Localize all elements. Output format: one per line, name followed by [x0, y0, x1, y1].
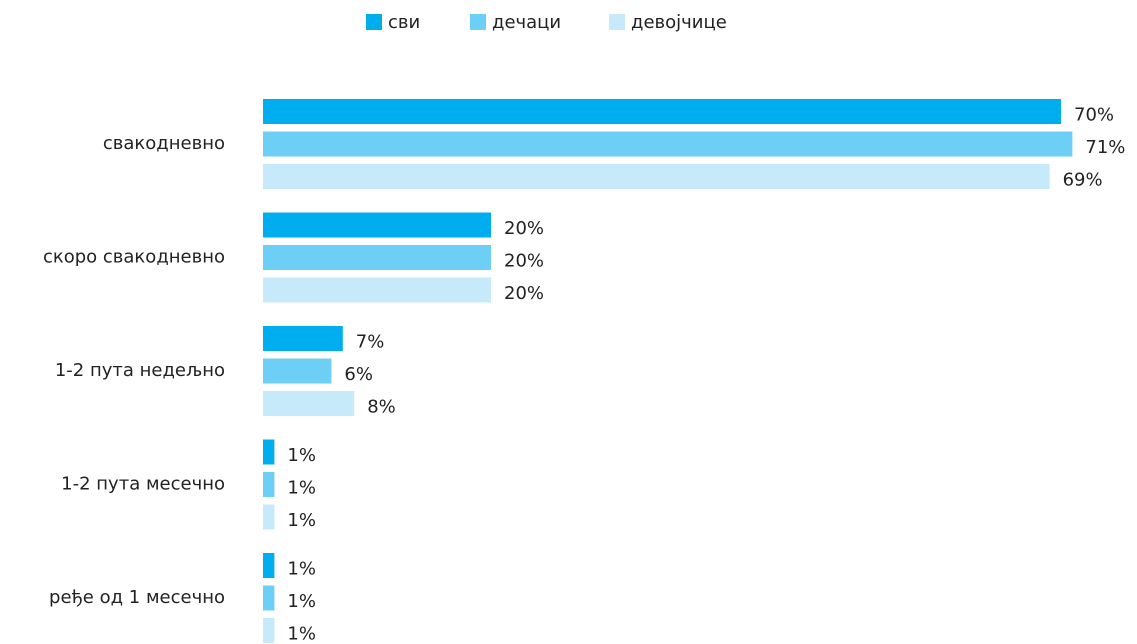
category-label: свакодневно	[103, 133, 225, 154]
category-label: 1-2 пута месечно	[61, 474, 225, 495]
legend-swatch	[609, 14, 625, 30]
value-label: 6%	[344, 364, 373, 385]
bar	[263, 504, 275, 530]
bar	[263, 439, 275, 465]
value-label: 1%	[287, 510, 316, 531]
bar	[263, 326, 343, 351]
legend-label: сви	[388, 12, 420, 33]
legend-label: дечаци	[492, 12, 561, 33]
value-label: 71%	[1085, 137, 1125, 158]
bar	[263, 585, 275, 611]
bar	[263, 618, 275, 643]
value-label: 8%	[367, 397, 396, 418]
value-label: 7%	[356, 332, 385, 353]
bar	[263, 245, 491, 270]
bar	[263, 164, 1050, 189]
value-label: 69%	[1063, 170, 1103, 191]
value-label: 20%	[504, 218, 544, 239]
value-label: 20%	[504, 251, 544, 272]
bar	[263, 472, 275, 497]
value-label: 1%	[287, 624, 316, 644]
legend-swatch	[470, 14, 486, 30]
legend-swatch	[366, 14, 382, 30]
category-label: скоро свакодневно	[43, 247, 225, 268]
value-label: 1%	[287, 478, 316, 499]
bar	[263, 358, 332, 384]
bar	[263, 277, 491, 303]
value-label: 1%	[287, 591, 316, 612]
value-label: 1%	[287, 559, 316, 580]
value-label: 20%	[504, 283, 544, 304]
bar	[263, 391, 355, 416]
bar	[263, 212, 491, 238]
category-label: 1-2 пута недељно	[55, 360, 225, 381]
value-label: 1%	[287, 445, 316, 466]
category-label: ређе од 1 месечно	[49, 587, 225, 608]
bar	[263, 553, 275, 578]
bar	[263, 99, 1061, 124]
bar	[263, 131, 1073, 157]
legend-label: девојчице	[631, 12, 727, 33]
value-label: 70%	[1074, 105, 1114, 126]
